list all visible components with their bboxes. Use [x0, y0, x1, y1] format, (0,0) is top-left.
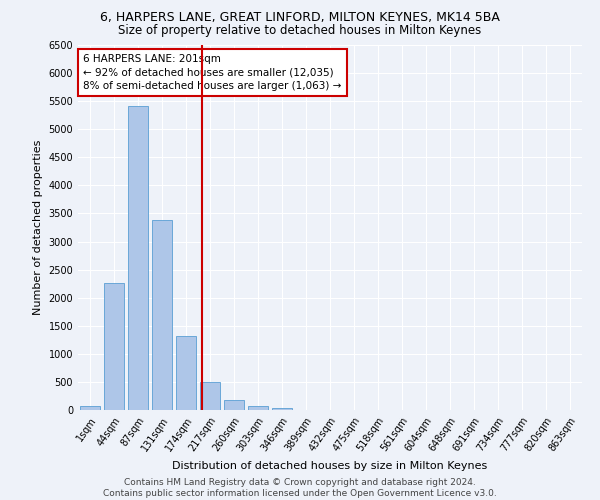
Text: Contains HM Land Registry data © Crown copyright and database right 2024.
Contai: Contains HM Land Registry data © Crown c… — [103, 478, 497, 498]
Bar — [104, 282, 124, 410]
Bar — [200, 382, 220, 410]
Bar — [80, 406, 100, 410]
Text: 6 HARPERS LANE: 201sqm
← 92% of detached houses are smaller (12,035)
8% of semi-: 6 HARPERS LANE: 201sqm ← 92% of detached… — [83, 54, 341, 90]
Text: 6, HARPERS LANE, GREAT LINFORD, MILTON KEYNES, MK14 5BA: 6, HARPERS LANE, GREAT LINFORD, MILTON K… — [100, 12, 500, 24]
Bar — [152, 220, 172, 410]
Y-axis label: Number of detached properties: Number of detached properties — [33, 140, 43, 315]
Bar — [176, 336, 196, 410]
Text: Size of property relative to detached houses in Milton Keynes: Size of property relative to detached ho… — [118, 24, 482, 37]
Bar — [272, 408, 292, 410]
X-axis label: Distribution of detached houses by size in Milton Keynes: Distribution of detached houses by size … — [172, 462, 488, 471]
Bar — [128, 106, 148, 410]
Bar — [224, 400, 244, 410]
Bar — [248, 406, 268, 410]
